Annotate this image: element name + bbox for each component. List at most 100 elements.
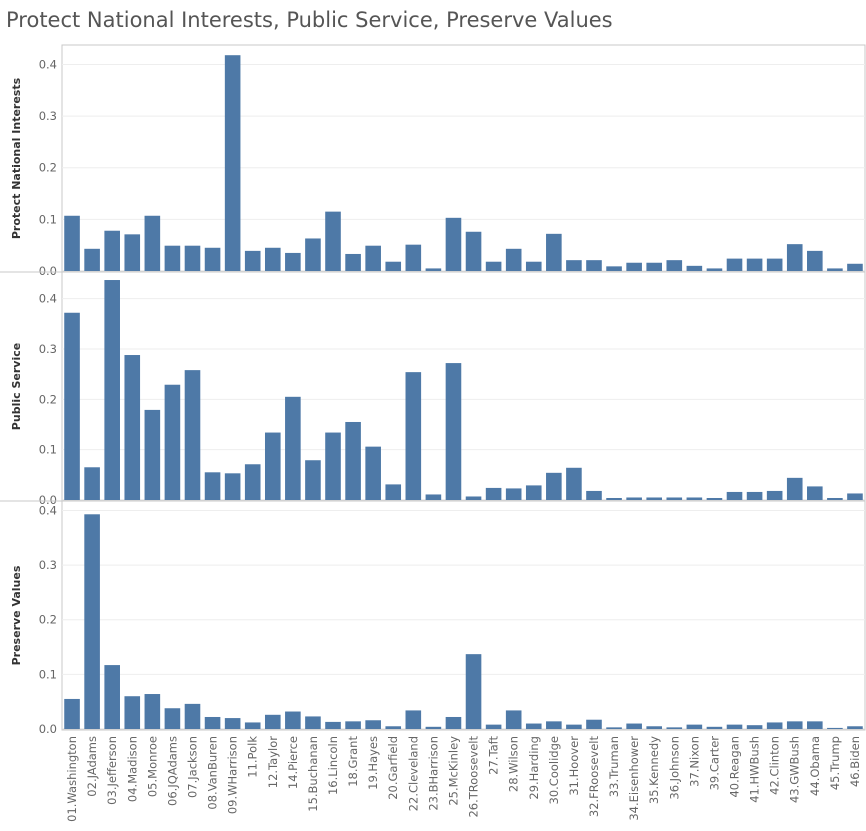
bar [586, 260, 602, 271]
bar [405, 710, 422, 729]
bar [84, 514, 100, 729]
bar [144, 215, 161, 271]
x-tick-label: 44.Obama [808, 736, 822, 796]
bar [104, 665, 120, 729]
y-tick-label: 0.0 [39, 493, 57, 507]
bar [626, 262, 642, 271]
bar [566, 467, 582, 500]
bar [64, 215, 80, 271]
x-tick-label: 26.TRoosevelt [467, 736, 481, 818]
x-tick-label: 23.BHarrison [426, 736, 440, 811]
bar [586, 490, 602, 500]
x-tick-label: 09.WHarrison [226, 736, 240, 814]
bar [827, 497, 843, 500]
bar [546, 233, 562, 271]
x-tick-label: 35.Kennedy [647, 736, 661, 804]
bar [786, 721, 803, 729]
bar [184, 370, 201, 500]
x-tick-label: 20.Garfield [386, 736, 400, 800]
bar [706, 497, 723, 500]
bar [445, 716, 462, 729]
bar [706, 268, 723, 271]
y-tick-label: 0.0 [39, 722, 57, 736]
bar [285, 711, 301, 729]
bar [124, 234, 141, 271]
bar [766, 490, 783, 500]
x-tick-label: 46.Biden [848, 736, 862, 787]
panel-2: 0.0 0.1 0.2 0.3 0.4 Public Service [0, 271, 865, 507]
y-tick-label: 0.4 [39, 292, 57, 306]
bar [244, 464, 261, 500]
x-tick-label: 01.Washington [65, 736, 79, 822]
bar [164, 245, 181, 271]
x-tick-label: 12.Taylor [266, 736, 280, 788]
bar [646, 497, 663, 500]
y-tick-label: 0.3 [39, 558, 57, 572]
x-tick-label: 07.Jackson [185, 736, 199, 798]
bar [807, 721, 823, 729]
x-tick-label: 34.Eisenhower [627, 736, 641, 821]
bar [465, 496, 482, 500]
bar [525, 261, 542, 271]
bar [204, 472, 221, 500]
bar [164, 384, 181, 500]
x-tick-label: 03.Jefferson [105, 736, 119, 805]
bar [766, 258, 783, 271]
x-tick-label: 31.Hoover [567, 736, 581, 796]
bar [546, 472, 562, 500]
bar [465, 654, 482, 729]
x-tick-label: 06.JQAdams [165, 736, 179, 806]
bar [686, 724, 703, 729]
bar [566, 724, 582, 729]
x-tick-label: 40.Reagan [728, 736, 742, 798]
bar [666, 727, 683, 729]
bar [485, 261, 502, 271]
bar [325, 721, 341, 729]
bar [164, 708, 181, 729]
bar [144, 409, 161, 500]
x-tick-label: 39.Carter [707, 736, 721, 791]
y-tick-label: 0.1 [39, 212, 57, 226]
bar [706, 726, 723, 729]
y-axis-title: Public Service [10, 343, 23, 430]
bar [124, 355, 141, 500]
bar [244, 722, 261, 729]
bar [425, 726, 442, 729]
bar [566, 260, 582, 271]
x-tick-label: 32.FRoosevelt [587, 736, 601, 818]
bar [606, 497, 622, 500]
bar [144, 694, 161, 729]
x-tick-label: 11.Polk [246, 736, 260, 778]
bar [546, 721, 562, 729]
bar [224, 718, 241, 729]
x-tick-label: 30.Coolidge [547, 736, 561, 804]
bar [204, 716, 221, 729]
bar [626, 497, 642, 500]
bar [385, 484, 402, 500]
y-axis-title: Preserve Values [10, 565, 23, 665]
bar [686, 497, 703, 500]
x-tick-label: 08.VanBuren [206, 736, 220, 810]
panel-1: 0.0 0.1 0.2 0.3 0.4 Protect National Interest… [10, 55, 865, 278]
bar [726, 491, 743, 500]
bar [325, 432, 341, 500]
page-title: Protect National Interests, Public Servi… [6, 8, 613, 32]
bar [626, 723, 642, 729]
bar [184, 703, 201, 729]
bar [786, 244, 803, 271]
bar [505, 488, 522, 500]
bar [726, 724, 743, 729]
plot-frame [61, 44, 866, 731]
x-tick-label: 02.JAdams [85, 736, 99, 797]
x-tick-label: 45.Trump [828, 736, 842, 790]
bar [264, 432, 281, 500]
bar [786, 477, 803, 500]
bar [264, 714, 281, 729]
bar [325, 211, 341, 271]
bar [204, 247, 221, 271]
y-tick-label: 0.3 [39, 109, 57, 123]
x-tick-label: 14.Pierce [286, 736, 300, 789]
x-tick-label: 16.Lincoln [326, 736, 340, 795]
bar [666, 497, 683, 500]
